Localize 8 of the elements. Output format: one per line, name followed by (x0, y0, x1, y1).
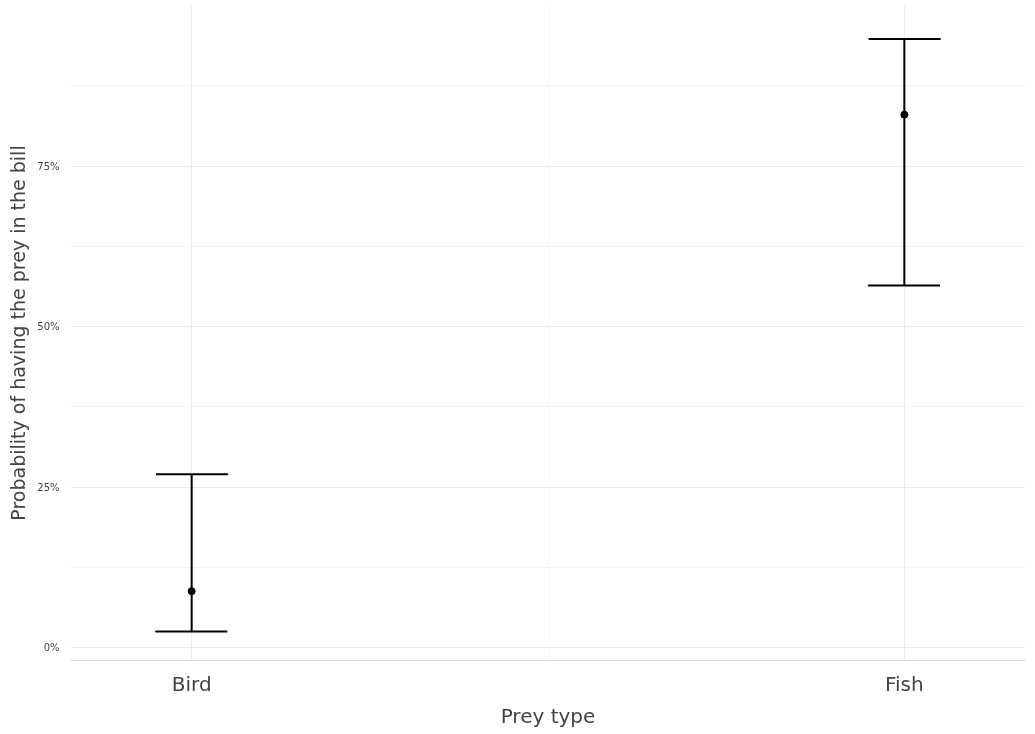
x-axis-title: Prey type (500, 703, 596, 728)
y-tick-label: 0% (43, 642, 60, 654)
y-axis-title: Probability of having the prey in the bill (7, 145, 30, 521)
y-tick-label: 75% (37, 160, 60, 172)
x-tick-label: Fish (884, 671, 924, 696)
y-tick-label: 25% (37, 481, 60, 493)
y-tick-label: 50% (37, 321, 60, 333)
x-tick-label: Bird (171, 671, 212, 696)
